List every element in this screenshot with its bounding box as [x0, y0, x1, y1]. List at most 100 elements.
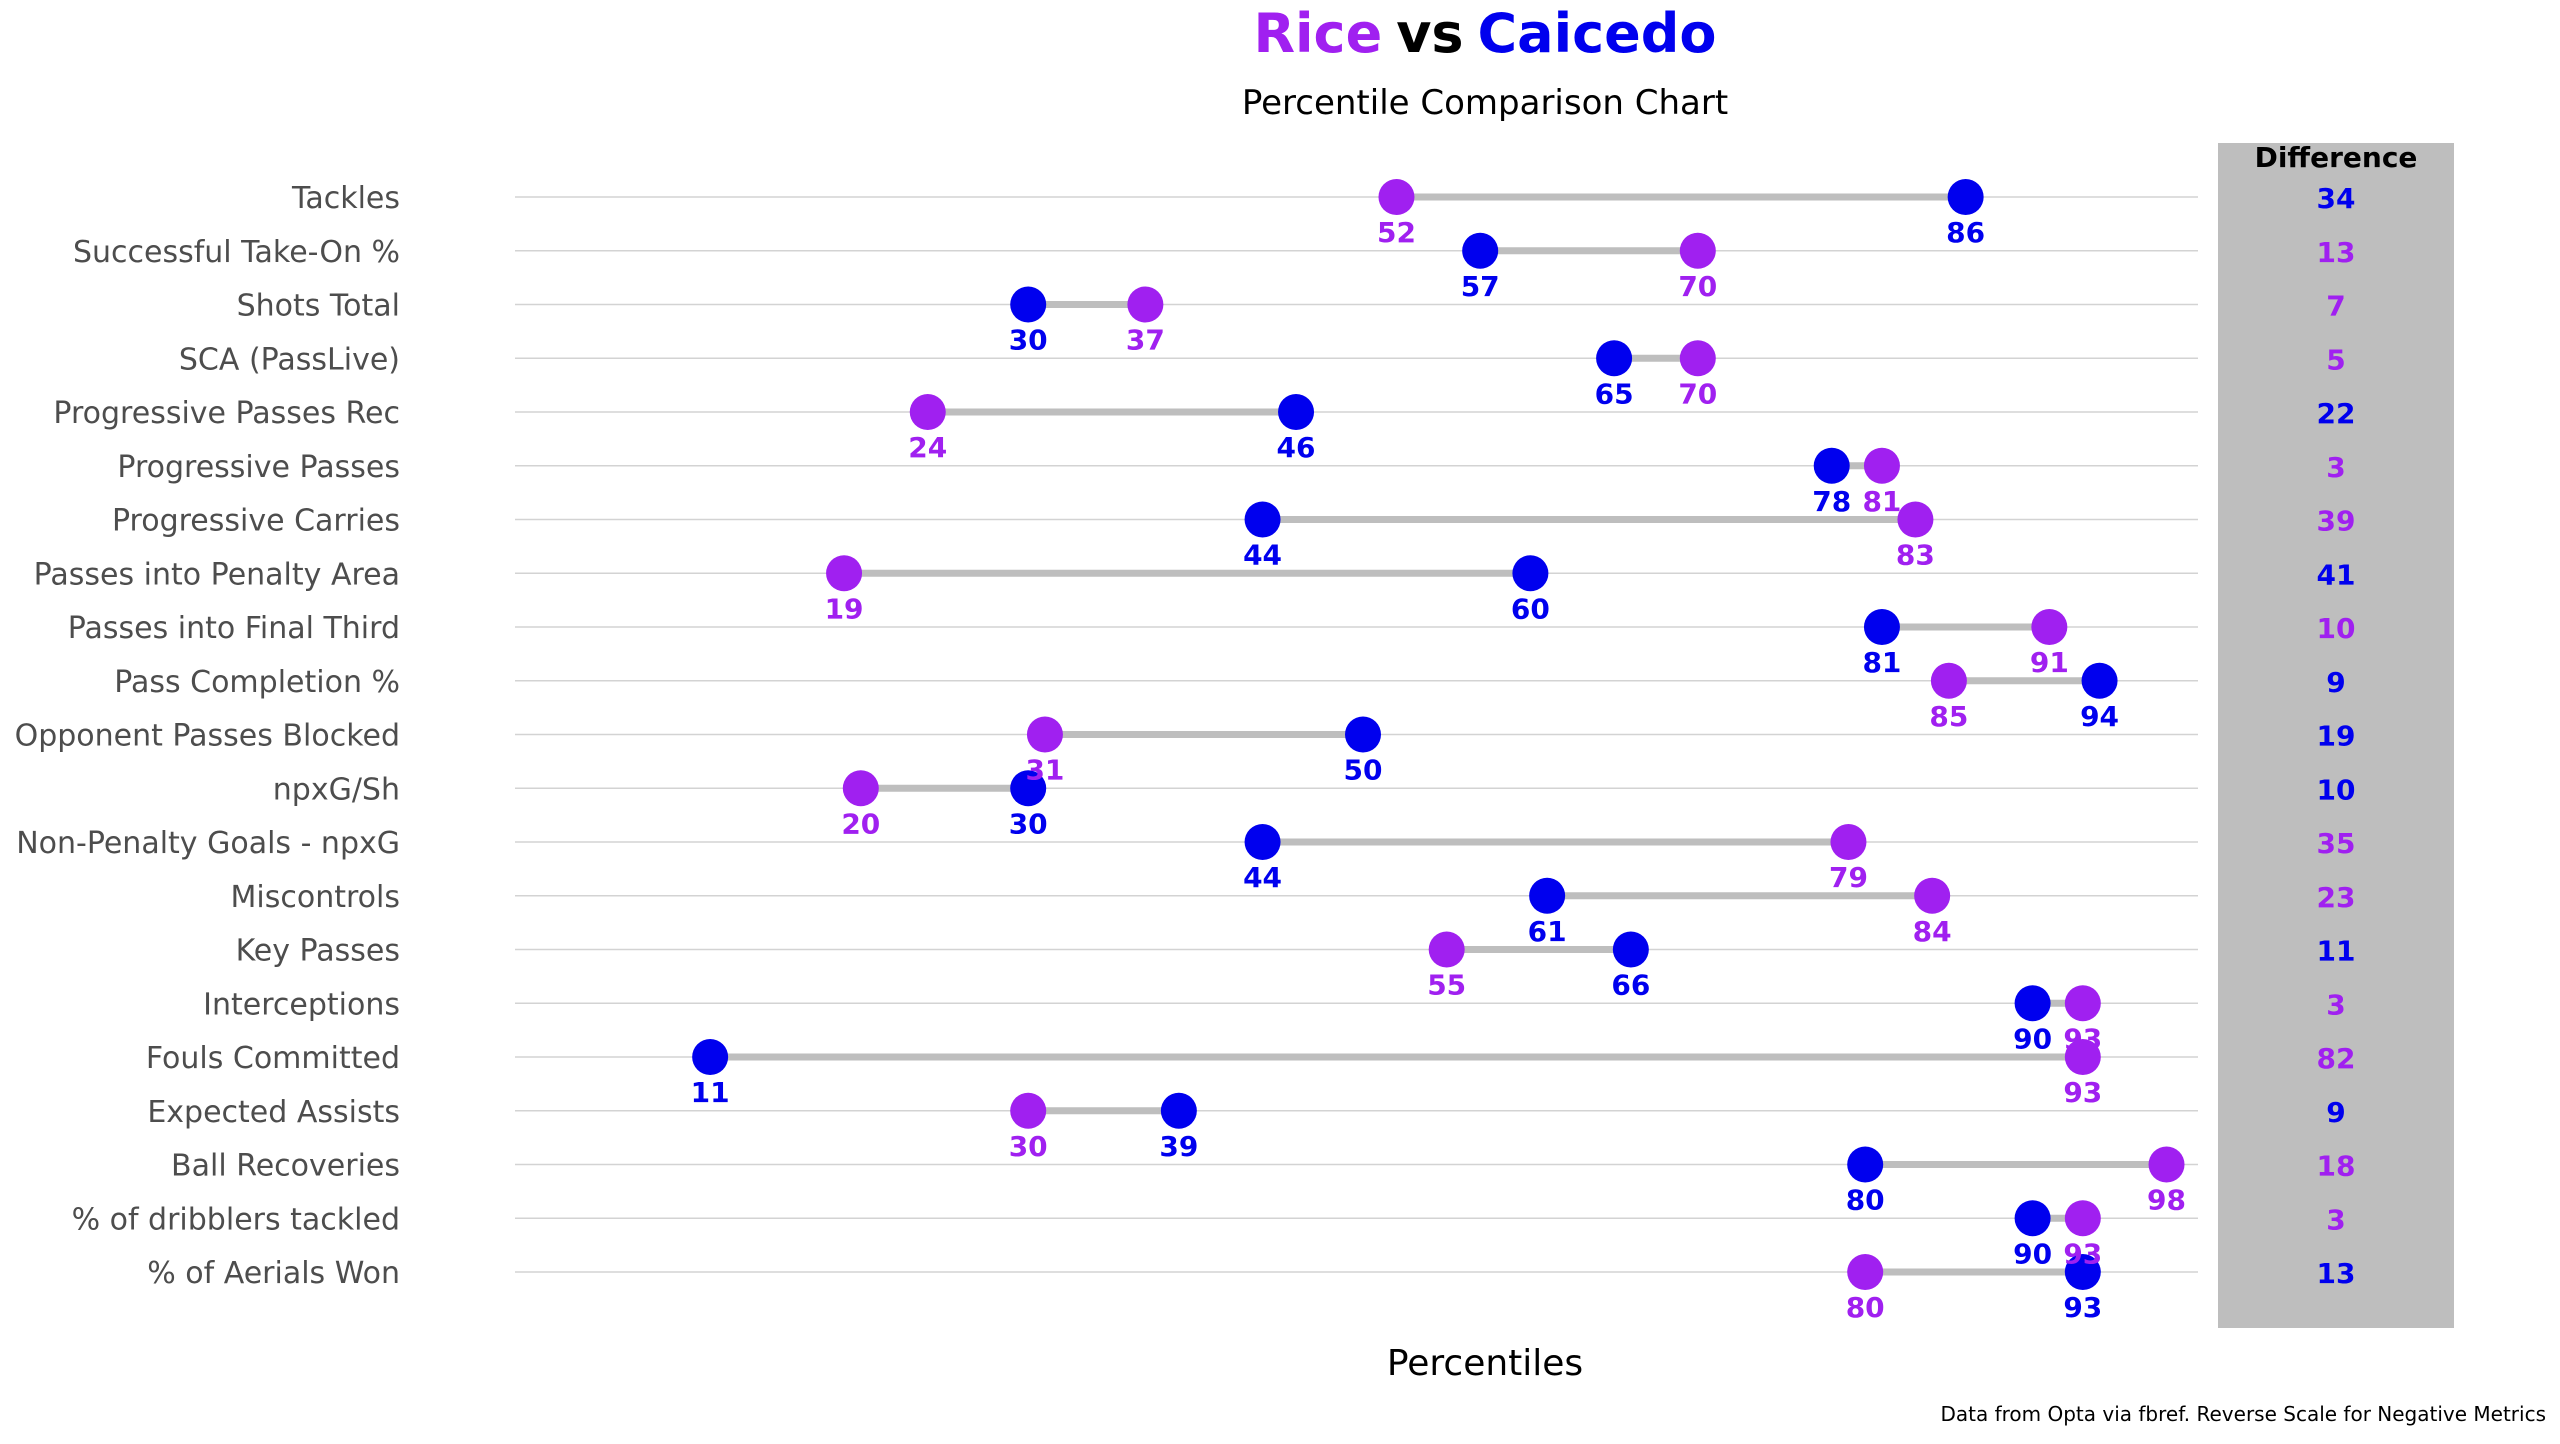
metric-label-progressive-passes: Progressive Passes	[117, 450, 400, 485]
difference-value-of-aerials-won: 13	[2317, 1257, 2356, 1290]
value-label-caicedo-ball-recoveries: 80	[1846, 1184, 1885, 1217]
point-caicedo-sca-passlive	[1596, 340, 1633, 377]
title-player-a: Rice	[1253, 2, 1382, 65]
point-rice-fouls-committed	[2064, 1039, 2101, 1075]
point-caicedo-pass-completion	[2081, 662, 2118, 699]
metric-label-passes-into-penalty-area: Passes into Penalty Area	[34, 557, 400, 592]
value-label-rice-sca-passlive: 70	[1678, 377, 1717, 410]
difference-value-key-passes: 11	[2317, 935, 2356, 968]
metric-label-key-passes: Key Passes	[236, 934, 400, 969]
value-label-rice-progressive-passes: 81	[1862, 485, 1901, 518]
title-player-b: Caicedo	[1478, 2, 1717, 65]
difference-value-interceptions: 3	[2326, 988, 2345, 1021]
value-label-caicedo-expected-assists: 39	[1159, 1130, 1198, 1163]
metric-label-pass-completion: Pass Completion %	[114, 665, 400, 700]
value-label-caicedo-miscontrols: 61	[1528, 915, 1567, 948]
point-rice-pass-completion	[1930, 662, 1967, 699]
difference-value-progressive-carries: 39	[2317, 505, 2356, 538]
metric-label-sca-passlive: SCA (PassLive)	[179, 342, 400, 377]
metric-label-opponent-passes-blocked: Opponent Passes Blocked	[15, 719, 400, 754]
value-label-caicedo-key-passes: 66	[1611, 969, 1650, 1002]
value-label-rice-tackles: 52	[1377, 216, 1416, 249]
metric-label-fouls-committed: Fouls Committed	[146, 1041, 400, 1076]
point-caicedo-npxg-sh	[1010, 770, 1047, 807]
value-label-rice-npxg-sh: 20	[841, 807, 880, 840]
metric-label-progressive-passes-rec: Progressive Passes Rec	[53, 396, 400, 431]
difference-value-pass-completion: 9	[2326, 666, 2345, 699]
value-label-caicedo-of-dribblers-tackled: 90	[2013, 1237, 2052, 1270]
value-label-caicedo-tackles: 86	[1946, 216, 1985, 249]
difference-value-sca-passlive: 5	[2326, 343, 2345, 376]
difference-value-passes-into-penalty-area: 41	[2317, 558, 2356, 591]
data-points	[692, 179, 2185, 1290]
point-rice-miscontrols	[1914, 877, 1951, 914]
value-label-rice-progressive-carries: 83	[1896, 539, 1935, 572]
point-rice-successful-take-on	[1679, 232, 1716, 269]
point-caicedo-passes-into-final-third	[1863, 609, 1900, 645]
value-label-caicedo-passes-into-penalty-area: 60	[1511, 592, 1550, 625]
point-rice-interceptions	[2064, 985, 2101, 1022]
value-label-caicedo-of-aerials-won: 93	[2063, 1291, 2102, 1324]
point-caicedo-of-aerials-won	[2064, 1254, 2101, 1290]
point-caicedo-progressive-passes	[1813, 447, 1850, 484]
value-label-rice-ball-recoveries: 98	[2147, 1184, 2186, 1217]
value-label-rice-shots-total: 37	[1126, 324, 1165, 357]
point-rice-of-dribblers-tackled	[2064, 1200, 2101, 1237]
value-label-caicedo-progressive-passes-rec: 46	[1277, 431, 1316, 464]
difference-value-of-dribblers-tackled: 3	[2326, 1203, 2345, 1236]
difference-value-npxg-sh: 10	[2317, 773, 2356, 806]
point-rice-passes-into-penalty-area	[826, 555, 863, 592]
difference-value-successful-take-on: 13	[2317, 236, 2356, 269]
value-label-rice-interceptions: 93	[2063, 1022, 2102, 1055]
metric-label-of-dribblers-tackled: % of dribblers tackled	[72, 1202, 400, 1237]
metric-label-shots-total: Shots Total	[237, 289, 400, 324]
difference-value-tackles: 34	[2317, 182, 2356, 215]
value-label-caicedo-fouls-committed: 11	[691, 1076, 730, 1109]
point-caicedo-key-passes	[1612, 931, 1649, 968]
value-labels: 86 52 57 70 30 37 65 70 46 24 78 81 44 83 60 19 81 91 94 85…	[691, 216, 2186, 1324]
point-rice-non-penalty-goals-npxg	[1830, 824, 1867, 860]
point-caicedo-miscontrols	[1529, 877, 1566, 914]
value-label-rice-of-dribblers-tackled: 93	[2063, 1237, 2102, 1270]
value-label-rice-fouls-committed: 93	[2063, 1076, 2102, 1109]
point-caicedo-progressive-carries	[1244, 501, 1281, 538]
caption: Data from Opta via fbref. Reverse Scale …	[1940, 1402, 2546, 1426]
value-label-rice-opponent-passes-blocked: 31	[1025, 754, 1064, 787]
point-caicedo-opponent-passes-blocked	[1345, 716, 1381, 753]
metric-label-expected-assists: Expected Assists	[147, 1095, 400, 1130]
difference-value-progressive-passes: 3	[2326, 451, 2345, 484]
difference-value-progressive-passes-rec: 22	[2317, 397, 2356, 430]
difference-value-expected-assists: 9	[2326, 1096, 2345, 1129]
point-rice-shots-total	[1127, 286, 1164, 323]
chart-subtitle: Percentile Comparison Chart	[1242, 83, 1728, 123]
point-caicedo-ball-recoveries	[1847, 1146, 1884, 1183]
value-label-caicedo-successful-take-on: 57	[1461, 270, 1500, 303]
difference-value-passes-into-final-third: 10	[2317, 612, 2356, 645]
point-rice-progressive-passes-rec	[909, 394, 946, 430]
point-caicedo-passes-into-penalty-area	[1512, 555, 1549, 592]
metric-label-non-penalty-goals-npxg: Non-Penalty Goals - npxG	[16, 826, 400, 861]
point-rice-sca-passlive	[1679, 340, 1716, 377]
point-caicedo-shots-total	[1010, 286, 1047, 323]
value-label-caicedo-sca-passlive: 65	[1595, 377, 1634, 410]
point-rice-of-aerials-won	[1847, 1254, 1884, 1290]
metric-labels: Tackles Successful Take-On % Shots Total SC…	[15, 181, 400, 1291]
value-label-rice-key-passes: 55	[1427, 969, 1466, 1002]
value-label-caicedo-progressive-carries: 44	[1243, 539, 1282, 572]
value-label-caicedo-progressive-passes: 78	[1812, 485, 1851, 518]
point-rice-progressive-carries	[1897, 501, 1934, 538]
point-caicedo-tackles	[1947, 179, 1984, 215]
connectors	[710, 193, 2167, 1276]
value-label-caicedo-shots-total: 30	[1009, 324, 1048, 357]
point-caicedo-non-penalty-goals-npxg	[1244, 824, 1281, 860]
value-label-caicedo-interceptions: 90	[2013, 1022, 2052, 1055]
point-caicedo-of-dribblers-tackled	[2014, 1200, 2051, 1237]
value-label-rice-non-penalty-goals-npxg: 79	[1829, 861, 1868, 894]
metric-label-npxg-sh: npxG/Sh	[273, 772, 400, 807]
difference-value-ball-recoveries: 18	[2317, 1150, 2356, 1183]
value-label-caicedo-non-penalty-goals-npxg: 44	[1243, 861, 1282, 894]
value-label-rice-pass-completion: 85	[1929, 700, 1968, 733]
point-rice-expected-assists	[1010, 1092, 1047, 1129]
point-caicedo-fouls-committed	[692, 1039, 729, 1075]
